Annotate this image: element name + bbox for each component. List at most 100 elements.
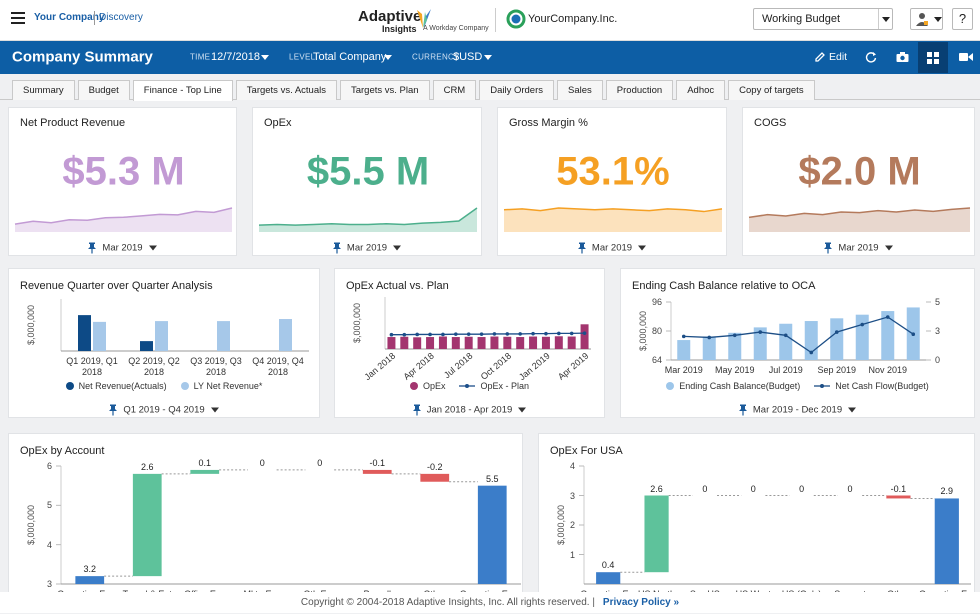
y-tick-label: 2 [569,520,575,530]
legend-item[interactable]: OpEx [409,381,446,391]
tab[interactable]: Summary [12,80,75,100]
help-button[interactable]: ? [952,8,973,30]
tab[interactable]: Sales [557,80,603,100]
period-filter[interactable]: Mar 2019 [498,242,726,254]
user-head [919,13,925,19]
tab[interactable]: Daily Orders [479,80,555,100]
line-point [758,330,763,334]
pin-shape [738,404,747,416]
level-value[interactable]: Total Company [313,51,387,63]
bar [387,337,396,349]
time-value[interactable]: 12/7/2018 [211,51,260,63]
video-lens [968,53,973,61]
bar [400,336,409,349]
value-label: 5.5 [485,473,499,484]
period-filter[interactable]: Mar 2019 [9,242,236,254]
client-logo-icon [506,9,526,29]
tab[interactable]: Budget [77,80,130,100]
x-tick-label: Jan 2019 [517,351,552,382]
chart-title: OpEx by Account [20,445,105,457]
period-filter[interactable]: Jan 2018 - Apr 2019 [335,404,604,416]
pin-icon [577,242,586,254]
tab[interactable]: Production [605,80,674,100]
plot [579,465,971,585]
dropdown-caret [518,407,527,413]
company-name[interactable]: Your Company [34,12,105,23]
legend-swatch [180,382,189,390]
legend-item[interactable]: OpEx - Plan [459,381,529,391]
edit-icon[interactable] [814,51,826,63]
line-point [479,332,484,336]
dropdown-caret [882,17,890,22]
product-name[interactable]: Discovery [99,12,143,23]
sparkline [258,207,478,232]
privacy-link[interactable]: Privacy Policy » [602,597,680,608]
line-point [492,332,497,336]
plan-selector-label: Working Budget [762,13,841,25]
waterfall-bar [190,469,220,474]
dropdown-caret [384,55,392,60]
y-axis-title: $,000,000 [26,504,36,546]
legend-label: OpEx [422,381,446,391]
legend-item[interactable]: Net Cash Flow(Budget) [814,381,929,391]
pin-shape [412,404,421,416]
x-tick-label: Q1 2019, Q1 2018 [66,356,118,377]
period-filter[interactable]: Mar 2019 [253,242,481,254]
tab[interactable]: Finance - Top Line [132,80,233,101]
value-label: 3.2 [83,564,97,575]
tab[interactable]: Copy of targets [728,80,815,100]
camera-icon[interactable] [896,51,909,63]
legend-item[interactable]: LY Net Revenue* [180,381,262,391]
period-filter[interactable]: Q1 2019 - Q4 2019 [9,404,319,416]
camera-top [900,52,905,55]
video-icon[interactable] [959,52,973,62]
dropdown-caret [638,245,647,251]
waterfall-bar [75,576,105,584]
grid-cell [927,52,932,57]
dashboard-view-button[interactable] [918,42,948,73]
user-menu[interactable] [910,8,943,30]
period-filter[interactable]: Mar 2019 [743,242,974,254]
period-filter[interactable]: Mar 2019 - Dec 2019 [621,404,974,416]
menu-button[interactable] [11,12,25,24]
value-label: 0 [259,457,265,468]
tab[interactable]: Targets vs. Plan [339,80,430,100]
dropdown-caret [393,245,402,251]
plot: Jan 2018 Apr 2018 Jul 2018 Oct 2018 Jan 2019… [362,297,591,382]
legend-item[interactable]: Ending Cash Balance(Budget) [666,381,800,391]
legend-item[interactable]: Net Revenue(Actuals) [65,381,167,391]
line-point [834,330,839,334]
bar [477,337,486,349]
line-point [454,332,458,336]
brand-mark [417,9,431,28]
bar [413,337,422,349]
legend-label: OpEx - Plan [480,381,530,391]
dropdown-caret [148,245,157,251]
x-tick-label: Jul 2018 [442,351,474,381]
refresh-arrow [873,52,876,56]
tab[interactable]: CRM [432,80,477,100]
sparkline [503,207,723,232]
plot [60,299,309,352]
pin-icon [738,404,747,416]
refresh-icon[interactable] [865,51,877,63]
tab[interactable]: Adhoc [676,80,726,100]
line-point [582,331,587,335]
sparkline [14,207,233,232]
currency-value[interactable]: $USD [453,51,483,63]
line-point [681,334,686,339]
plan-selector[interactable]: Working Budget [753,8,893,30]
legend-swatch [409,382,418,390]
y-axis-title: $,000,000 [638,310,648,352]
y-tick-label: 3 [569,490,575,501]
bar [728,332,742,360]
legend-dot [409,382,418,390]
level-label: LEVEL [289,52,316,62]
value-label: 2.9 [940,486,954,497]
edit-button[interactable]: Edit [829,51,848,63]
value-label: 0.4 [601,560,615,571]
value-label: 2.6 [650,483,663,494]
waterfall-bar [132,473,162,577]
y-tick-label: 80 [651,326,662,336]
tab[interactable]: Targets vs. Actuals [235,80,337,100]
